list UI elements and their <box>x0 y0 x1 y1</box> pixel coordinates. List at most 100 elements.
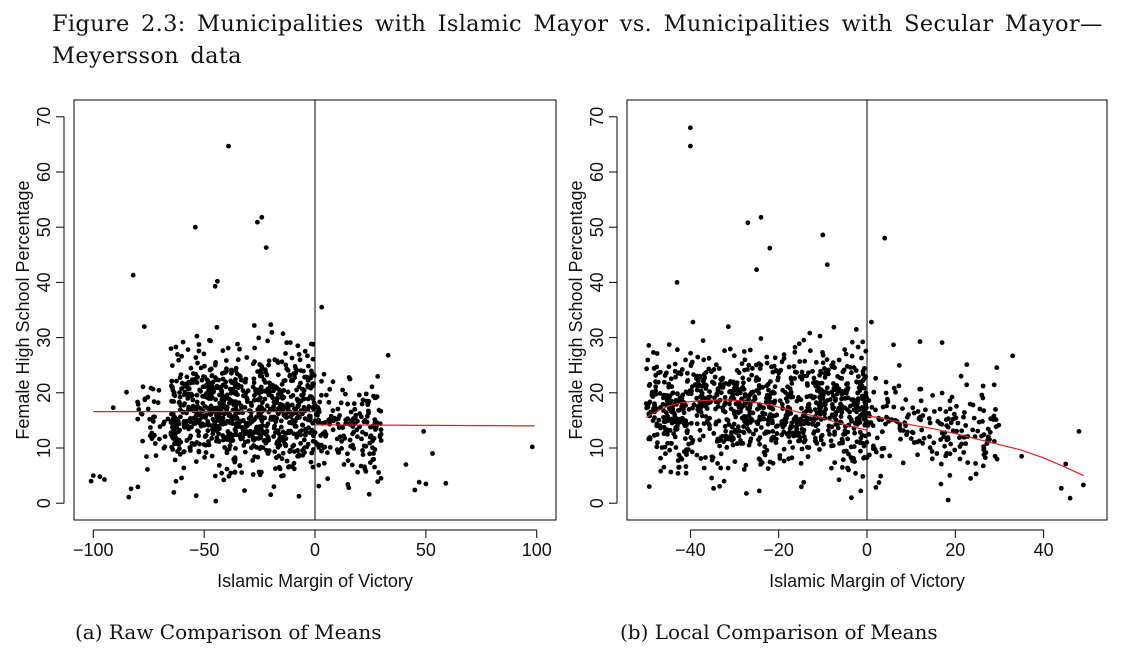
data-point <box>363 391 369 397</box>
data-point <box>209 453 215 459</box>
data-point <box>152 414 158 420</box>
data-point <box>330 427 336 433</box>
data-point <box>946 416 951 422</box>
data-point <box>181 449 187 455</box>
data-point <box>820 352 826 358</box>
data-point <box>851 456 856 461</box>
data-point <box>898 436 903 442</box>
data-point <box>858 488 864 494</box>
data-point <box>718 465 724 471</box>
data-point <box>193 493 199 499</box>
data-point <box>171 490 177 495</box>
data-point <box>1058 485 1064 491</box>
data-point <box>829 443 834 449</box>
data-point <box>168 419 174 424</box>
data-point <box>374 394 380 400</box>
data-point <box>807 330 813 336</box>
data-point <box>823 389 828 395</box>
data-point <box>205 383 210 388</box>
data-point <box>213 426 219 431</box>
data-point <box>857 381 863 387</box>
data-point <box>758 336 764 341</box>
data-point <box>765 417 771 423</box>
data-point <box>363 443 369 449</box>
data-point <box>880 404 886 410</box>
data-point <box>331 418 336 424</box>
data-point <box>688 125 693 131</box>
data-point <box>859 432 865 438</box>
data-point <box>188 365 194 371</box>
data-point <box>330 408 336 413</box>
data-point <box>148 425 153 430</box>
data-point <box>864 439 870 445</box>
data-point <box>840 369 846 375</box>
data-point <box>934 451 940 456</box>
data-point <box>980 383 986 389</box>
data-point <box>233 389 239 395</box>
data-point <box>644 366 649 372</box>
data-point <box>790 445 796 450</box>
data-point <box>302 348 308 354</box>
data-point <box>287 373 293 379</box>
data-point <box>196 429 201 435</box>
panel-b-scatter-plot: −40 −20 0 20 40 0 10 20 30 40 50 60 70 Islamic Margin… <box>566 99 1108 591</box>
data-point <box>188 416 193 421</box>
data-point <box>356 392 362 398</box>
data-point <box>770 406 776 412</box>
data-point <box>220 433 226 438</box>
data-point <box>991 382 997 388</box>
data-point <box>110 405 116 411</box>
data-point <box>218 418 224 424</box>
data-point <box>772 355 778 361</box>
data-point <box>653 379 658 385</box>
data-point <box>259 389 264 395</box>
data-point <box>181 402 187 408</box>
data-point <box>948 420 954 426</box>
data-point <box>297 357 303 363</box>
data-point <box>873 485 879 490</box>
data-point <box>688 420 694 426</box>
data-point <box>175 352 180 357</box>
data-point <box>224 392 230 398</box>
y-tick-label: 30 <box>34 328 54 348</box>
data-point <box>319 304 325 310</box>
data-point <box>844 382 849 387</box>
data-point <box>293 370 298 376</box>
data-point <box>758 214 764 220</box>
data-point <box>723 433 729 439</box>
data-point <box>668 469 674 475</box>
data-point <box>981 452 987 458</box>
data-point <box>794 429 799 434</box>
data-point <box>293 366 299 372</box>
panel-a-caption: (a) Raw Comparison of Means <box>75 620 382 644</box>
y-tick-label: 20 <box>587 383 607 403</box>
data-point <box>250 361 256 367</box>
data-point <box>786 434 792 439</box>
data-point <box>988 416 993 422</box>
data-point <box>911 410 917 416</box>
data-point <box>718 435 724 441</box>
data-point <box>826 371 831 377</box>
data-point <box>831 385 837 391</box>
data-point <box>175 449 180 454</box>
data-point <box>691 372 696 377</box>
data-point <box>684 429 690 435</box>
data-point <box>869 319 874 325</box>
data-point <box>756 377 762 382</box>
data-point <box>151 399 157 404</box>
data-point <box>271 484 277 490</box>
data-point <box>771 363 777 369</box>
data-point <box>675 347 680 353</box>
data-point <box>284 458 290 464</box>
data-point <box>685 370 690 376</box>
data-point <box>941 434 947 440</box>
data-point <box>947 398 953 404</box>
data-point <box>330 379 336 385</box>
data-point <box>845 436 850 442</box>
data-point <box>701 377 707 383</box>
data-point <box>250 458 256 463</box>
data-point <box>802 358 808 364</box>
data-point <box>938 481 944 487</box>
data-point <box>697 427 703 433</box>
data-point <box>310 356 316 362</box>
